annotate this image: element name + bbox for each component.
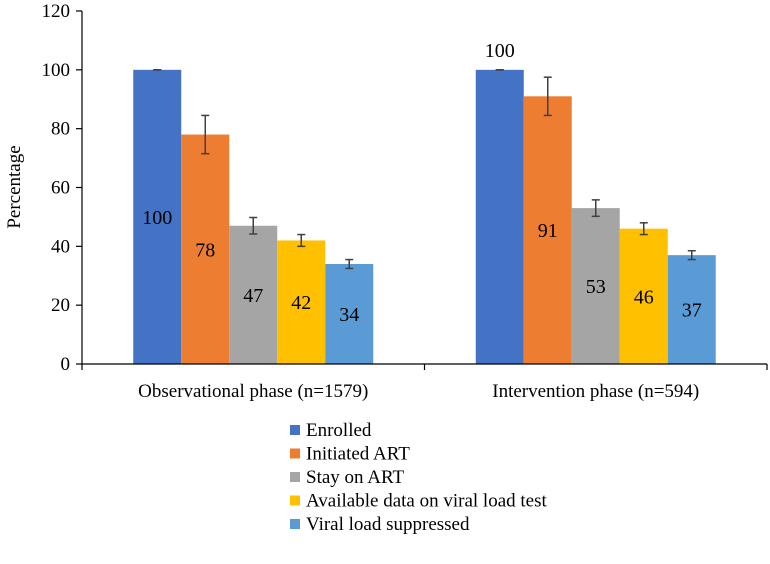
data-label: 34 [339, 304, 359, 326]
bar [325, 263, 374, 364]
error-bar [297, 233, 306, 248]
plot-area: 100 100 78 91 47 53 42 46 34 37 [133, 40, 716, 364]
x-axis: Observational phase (n=1579) Intervention… [81, 363, 768, 402]
bar [523, 96, 572, 364]
error-bar [249, 216, 258, 235]
data-label: 47 [243, 285, 263, 307]
bar [571, 208, 620, 364]
y-axis: 0 20 40 60 80 100 120 [42, 1, 83, 375]
legend-swatch [290, 425, 300, 435]
legend-label: Initiated ART [306, 444, 410, 465]
data-label: 100 [142, 207, 172, 229]
error-bar [639, 222, 648, 236]
data-label: 53 [586, 276, 606, 298]
legend-swatch [290, 448, 300, 459]
bar [181, 134, 230, 364]
legend-swatch [290, 519, 300, 529]
legend-swatch [290, 472, 300, 482]
error-bar [543, 76, 552, 117]
bar [619, 228, 668, 364]
error-bar [687, 249, 696, 261]
bar [277, 240, 326, 364]
data-label: 100 [485, 40, 515, 62]
bar [133, 69, 182, 364]
legend-label: Enrolled [306, 420, 372, 441]
error-bar [591, 199, 600, 218]
y-tick-label: 80 [51, 119, 70, 140]
legend-item: Initiated ART [290, 444, 410, 465]
error-bar [201, 114, 210, 155]
x-category-label: Intervention phase (n=594) [492, 381, 699, 402]
legend-item: Viral load suppressed [290, 514, 470, 535]
bar [667, 255, 716, 364]
y-tick-label: 100 [42, 60, 71, 81]
y-axis-title: Percentage [4, 145, 25, 228]
y-tick-label: 40 [51, 236, 70, 257]
bar [229, 225, 278, 364]
legend-label: Available data on viral load test [306, 491, 547, 512]
legend-label: Viral load suppressed [306, 514, 470, 535]
legend-swatch [290, 495, 300, 506]
legend-item: Stay on ART [290, 467, 404, 488]
y-tick-label: 0 [61, 354, 71, 375]
y-tick-label: 20 [51, 295, 70, 316]
x-category-label: Observational phase (n=1579) [138, 381, 368, 402]
legend-item: Enrolled [290, 420, 372, 441]
data-label: 42 [291, 292, 311, 314]
data-label: 46 [634, 286, 654, 308]
data-label: 37 [682, 300, 702, 322]
error-bar [345, 258, 354, 270]
bar [475, 69, 524, 364]
y-tick-label: 120 [42, 1, 71, 22]
data-label: 78 [195, 239, 215, 261]
data-label: 91 [538, 220, 558, 242]
y-tick-label: 60 [51, 178, 70, 199]
legend-item: Available data on viral load test [290, 491, 547, 512]
legend-label: Stay on ART [306, 467, 404, 488]
